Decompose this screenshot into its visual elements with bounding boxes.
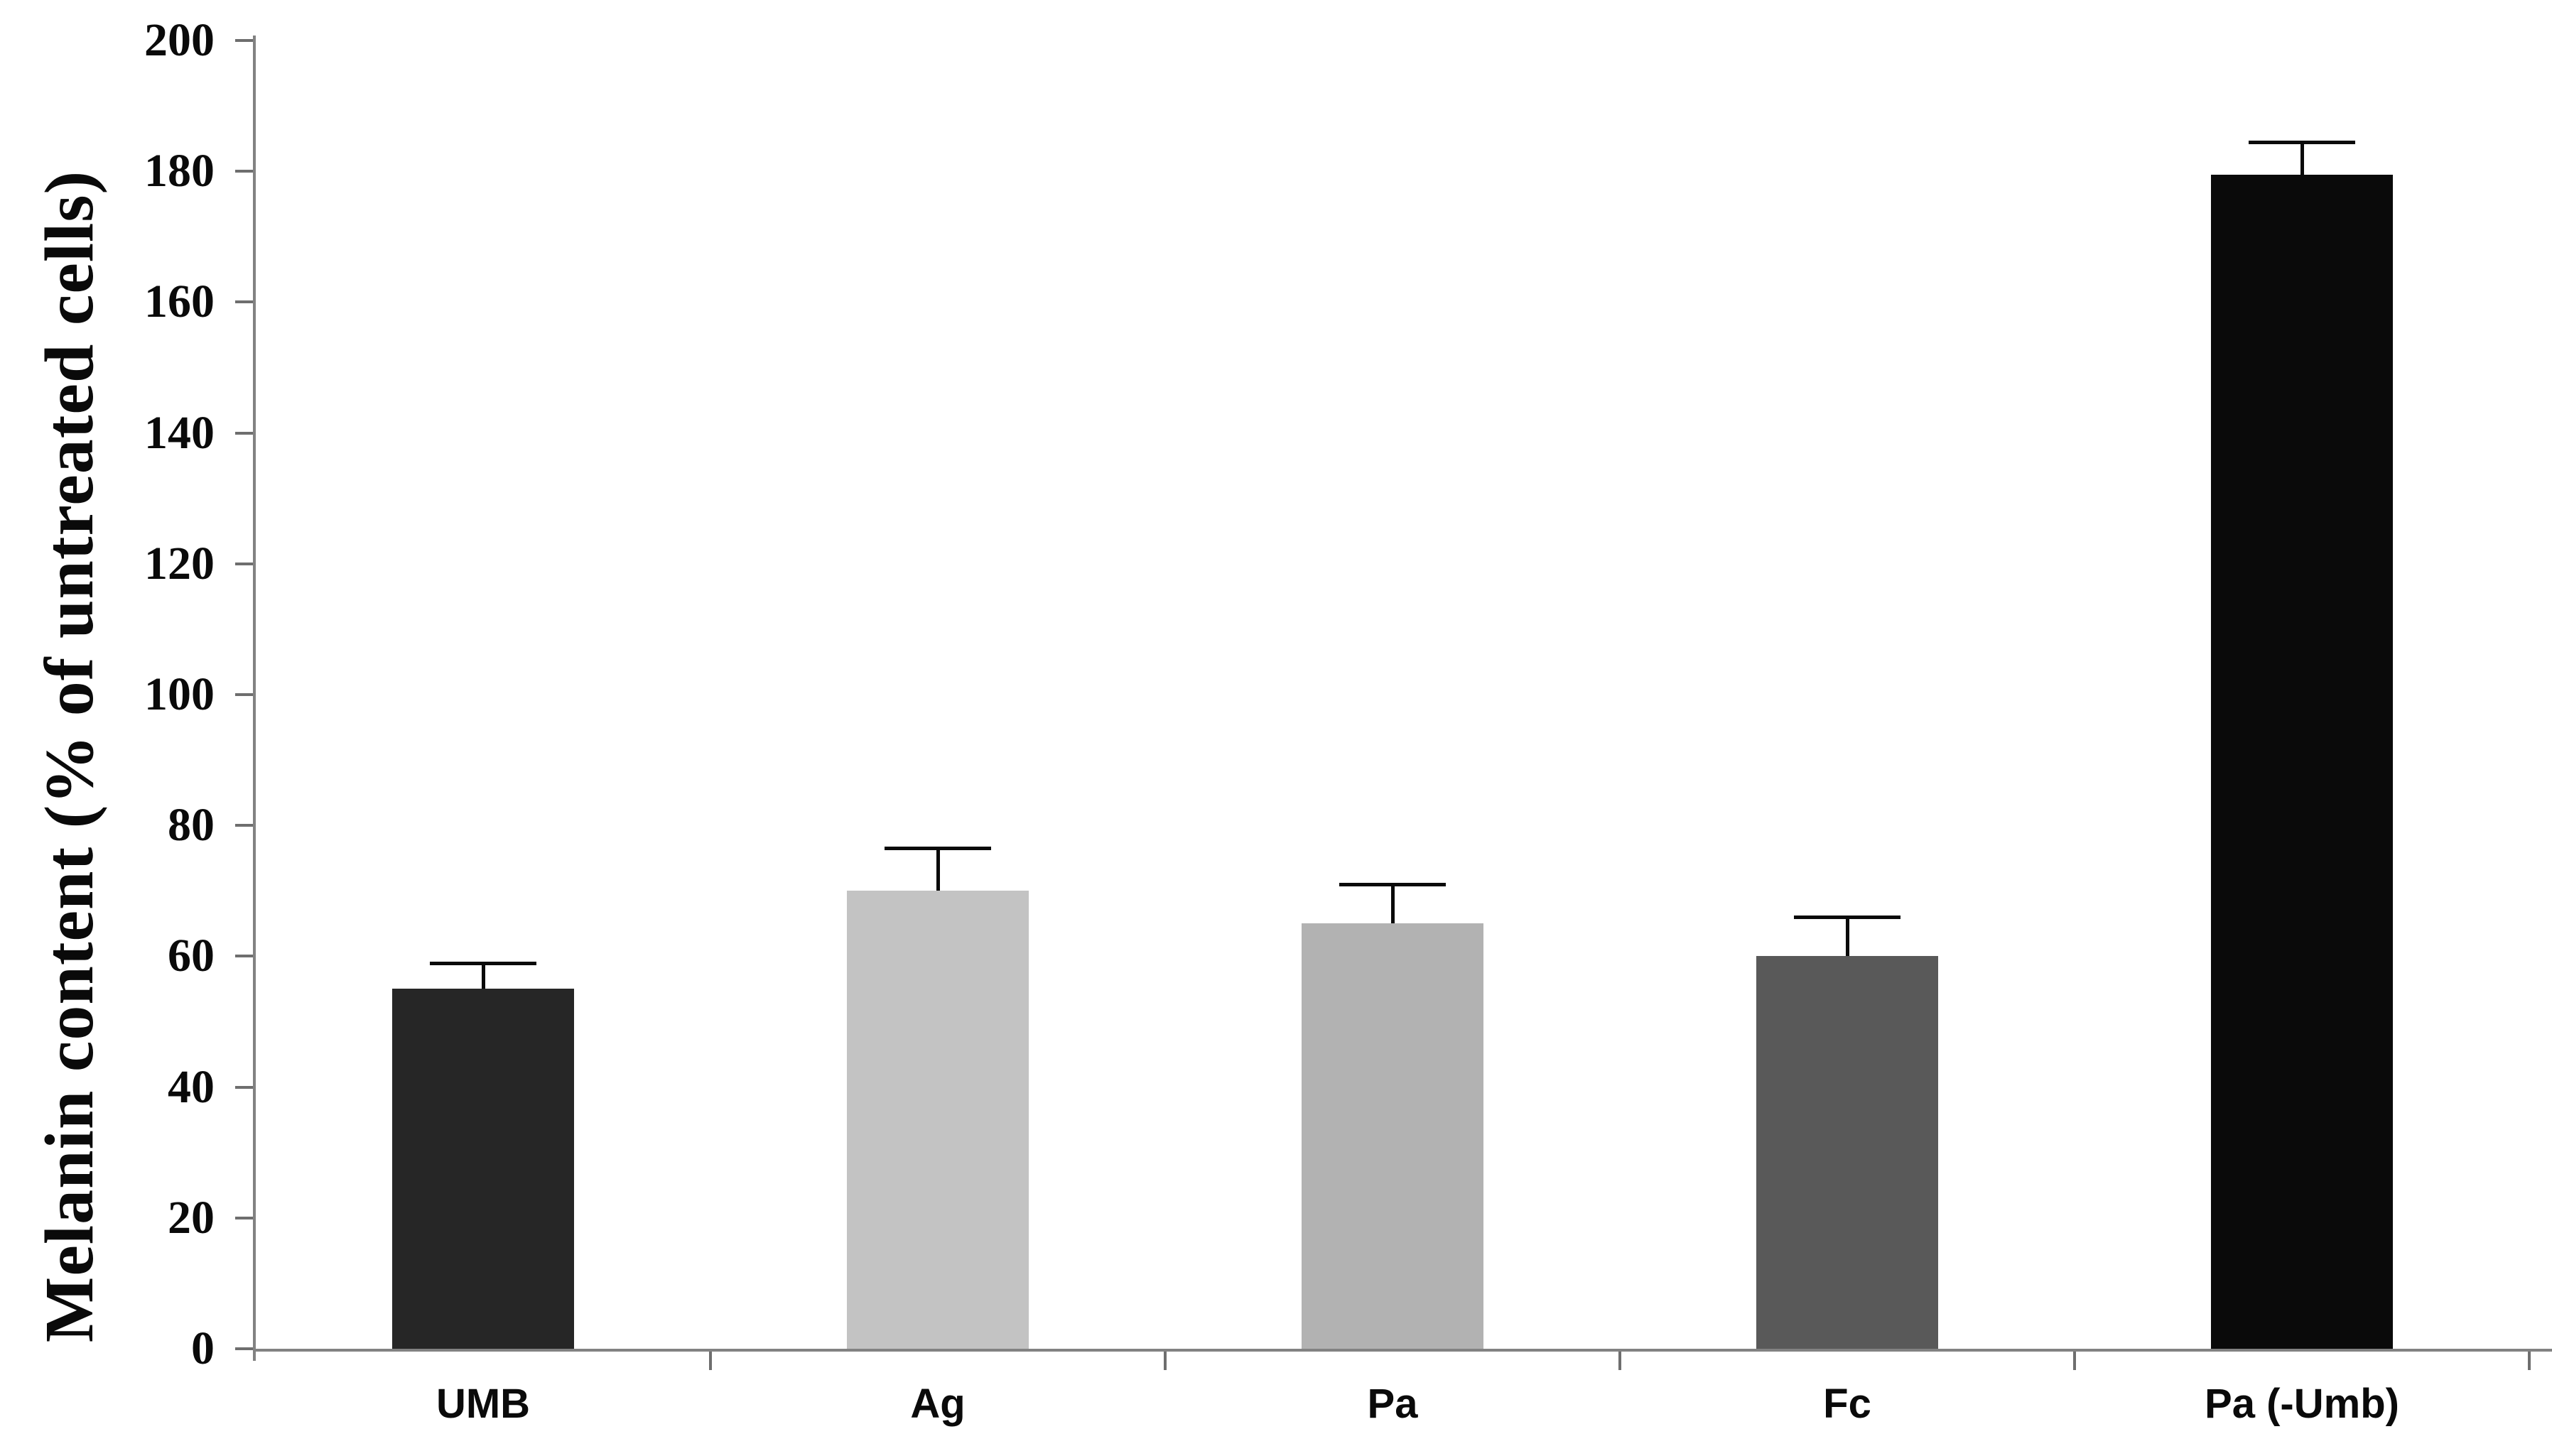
error-bar-cap bbox=[2249, 140, 2355, 144]
x-axis-line bbox=[253, 1349, 2552, 1352]
y-axis-line bbox=[253, 36, 256, 1361]
bar bbox=[1756, 956, 1938, 1349]
y-tick-label: 200 bbox=[144, 14, 215, 66]
y-tick-label: 160 bbox=[144, 276, 215, 328]
y-axis-tick bbox=[235, 300, 254, 304]
x-axis-tick bbox=[2073, 1352, 2076, 1370]
error-bar-cap bbox=[430, 961, 536, 965]
bar bbox=[847, 891, 1029, 1349]
y-tick-label: 120 bbox=[144, 537, 215, 590]
x-category-label: Fc bbox=[1823, 1381, 1871, 1427]
y-axis-tick bbox=[235, 431, 254, 435]
y-tick-label: 100 bbox=[144, 668, 215, 720]
x-category-label: Pa (-Umb) bbox=[2205, 1381, 2399, 1427]
x-category-label: Pa bbox=[1367, 1381, 1418, 1427]
x-axis-tick bbox=[2528, 1352, 2531, 1370]
bar bbox=[1302, 923, 1483, 1349]
y-tick-label: 180 bbox=[144, 145, 215, 197]
y-tick-label: 60 bbox=[168, 930, 215, 982]
x-axis-tick bbox=[1164, 1352, 1167, 1370]
bar bbox=[2211, 174, 2393, 1349]
y-tick-label: 140 bbox=[144, 406, 215, 459]
error-bar-whisker bbox=[936, 848, 940, 891]
y-axis-tick bbox=[235, 562, 254, 565]
y-axis-tick bbox=[235, 1347, 254, 1350]
error-bar-whisker bbox=[1390, 884, 1395, 924]
error-bar-whisker bbox=[1845, 917, 1849, 957]
y-axis-tick bbox=[235, 955, 254, 958]
x-axis-tick bbox=[709, 1352, 712, 1370]
y-tick-label: 20 bbox=[168, 1191, 215, 1244]
y-tick-label: 0 bbox=[191, 1322, 215, 1374]
y-tick-label: 80 bbox=[168, 799, 215, 852]
x-axis-tick bbox=[1618, 1352, 1621, 1370]
error-bar-whisker bbox=[481, 962, 485, 989]
y-axis-tick bbox=[235, 39, 254, 42]
y-axis-tick bbox=[235, 1216, 254, 1219]
error-bar-cap bbox=[1339, 883, 1446, 887]
error-bar-cap bbox=[1794, 916, 1901, 920]
y-axis-tick bbox=[235, 1085, 254, 1089]
y-axis-tick bbox=[235, 824, 254, 827]
y-tick-label: 40 bbox=[168, 1060, 215, 1113]
error-bar-whisker bbox=[2300, 141, 2304, 175]
y-axis-tick bbox=[235, 170, 254, 173]
bar bbox=[392, 989, 574, 1349]
x-category-label: UMB bbox=[436, 1381, 531, 1427]
x-category-label: Ag bbox=[910, 1381, 966, 1427]
error-bar-cap bbox=[885, 847, 991, 851]
y-axis-tick bbox=[235, 693, 254, 696]
